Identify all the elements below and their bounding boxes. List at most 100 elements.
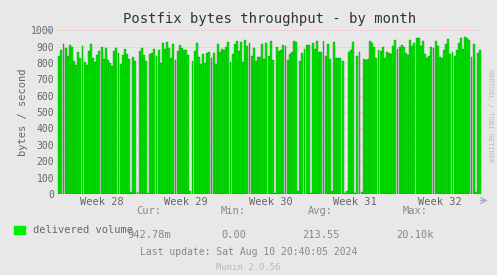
Bar xyxy=(278,51,280,194)
Bar xyxy=(98,51,100,194)
Bar xyxy=(397,49,399,194)
Bar xyxy=(211,59,212,194)
Bar xyxy=(333,42,335,194)
Bar xyxy=(304,49,306,194)
Bar xyxy=(242,62,244,194)
Bar xyxy=(460,38,462,194)
Bar xyxy=(132,57,134,194)
Bar xyxy=(341,61,343,194)
Bar xyxy=(437,46,439,194)
Bar xyxy=(75,65,77,194)
Bar xyxy=(86,65,87,194)
Bar xyxy=(141,48,143,194)
Bar xyxy=(234,45,236,194)
Bar xyxy=(143,55,145,194)
Bar xyxy=(310,193,312,194)
Bar xyxy=(456,50,458,194)
Bar xyxy=(479,50,481,194)
Text: Min:: Min: xyxy=(221,207,246,216)
Bar xyxy=(415,38,417,194)
Bar xyxy=(172,44,174,194)
Bar xyxy=(181,48,183,194)
Bar xyxy=(352,42,354,194)
Bar xyxy=(339,58,341,194)
Bar xyxy=(185,50,187,194)
Bar xyxy=(122,56,124,194)
Bar xyxy=(346,191,348,194)
Bar xyxy=(223,50,225,194)
Bar xyxy=(314,49,316,194)
Bar xyxy=(103,59,104,194)
Bar xyxy=(426,57,428,194)
Bar xyxy=(134,61,136,194)
Bar xyxy=(208,51,210,194)
Bar xyxy=(407,55,409,194)
Bar xyxy=(412,46,414,194)
Bar xyxy=(384,58,386,194)
Bar xyxy=(245,40,246,194)
Bar xyxy=(354,193,356,194)
Bar xyxy=(270,41,272,194)
Bar xyxy=(462,49,464,194)
Bar xyxy=(329,59,331,194)
Bar xyxy=(240,42,242,194)
Bar xyxy=(399,47,401,194)
Y-axis label: bytes / second: bytes / second xyxy=(18,68,28,156)
Bar xyxy=(92,58,94,194)
Bar xyxy=(261,44,263,194)
Bar xyxy=(255,61,257,194)
Bar xyxy=(213,53,215,194)
Bar xyxy=(115,48,117,194)
Bar xyxy=(61,50,62,194)
Bar xyxy=(289,54,291,194)
Bar xyxy=(63,44,65,194)
Text: Max:: Max: xyxy=(403,207,427,216)
Bar xyxy=(202,54,204,194)
Bar xyxy=(247,46,248,194)
Bar xyxy=(170,58,172,194)
Bar xyxy=(475,192,477,194)
Bar xyxy=(78,52,79,194)
Bar xyxy=(156,56,158,194)
Bar xyxy=(287,60,289,194)
Bar xyxy=(454,56,456,194)
Bar xyxy=(280,50,282,194)
Bar xyxy=(128,59,130,194)
Bar xyxy=(297,191,299,194)
Bar xyxy=(168,48,170,194)
Bar xyxy=(124,49,126,194)
Bar xyxy=(267,56,269,194)
Bar xyxy=(179,45,181,194)
Bar xyxy=(331,191,333,194)
Bar xyxy=(149,54,151,194)
Bar xyxy=(73,61,75,194)
Bar xyxy=(145,61,147,194)
Bar xyxy=(90,44,92,194)
Bar xyxy=(221,49,223,194)
Bar xyxy=(228,42,229,194)
Bar xyxy=(139,51,141,194)
Bar xyxy=(350,50,352,194)
Bar xyxy=(306,45,308,194)
Bar xyxy=(194,51,195,194)
Bar xyxy=(392,46,394,194)
Bar xyxy=(321,52,323,194)
Bar xyxy=(388,53,390,194)
Title: Postfix bytes throughput - by month: Postfix bytes throughput - by month xyxy=(123,12,416,26)
Bar xyxy=(428,56,430,194)
Bar xyxy=(435,42,436,194)
Bar xyxy=(191,61,193,194)
Bar xyxy=(107,60,109,194)
Bar xyxy=(253,48,255,194)
Bar xyxy=(356,56,358,194)
Bar xyxy=(65,48,67,194)
Bar xyxy=(375,58,377,194)
Bar xyxy=(67,56,69,194)
Bar xyxy=(257,57,259,194)
Bar xyxy=(219,52,221,194)
Bar xyxy=(177,51,178,194)
Bar xyxy=(335,58,337,194)
Bar xyxy=(250,56,252,194)
Bar xyxy=(94,62,96,194)
Bar xyxy=(477,53,479,194)
